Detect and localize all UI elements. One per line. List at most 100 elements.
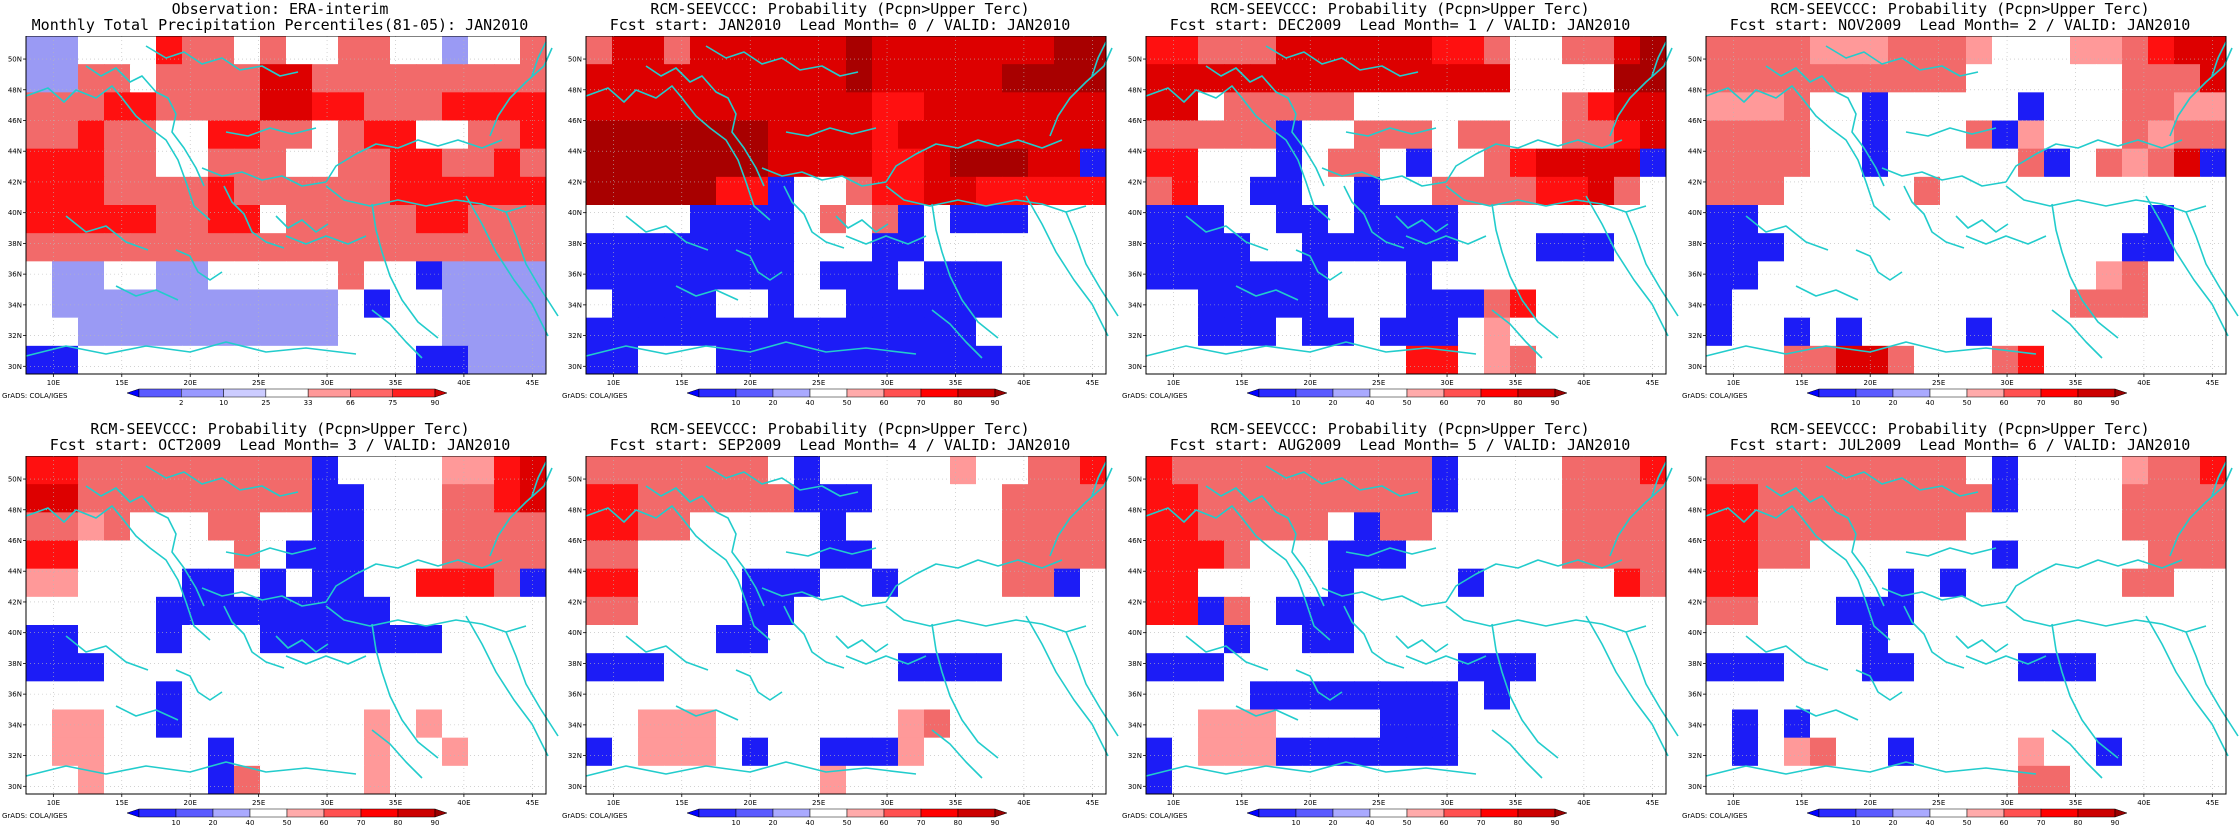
heatmap-cell: [468, 484, 495, 513]
coastline: [1705, 85, 1803, 103]
heatmap-cell: [1836, 289, 1863, 319]
heatmap-cell: [1224, 625, 1251, 654]
heatmap-cell: [260, 289, 287, 319]
y-tick-label: 50N: [1128, 56, 1142, 64]
heatmap-cell: [976, 289, 1003, 319]
coastline: [25, 761, 357, 777]
heatmap-cell: [2148, 148, 2175, 178]
colorbar-label: 40: [1926, 399, 1935, 407]
heatmap-cell: [2122, 709, 2149, 739]
heatmap-cell: [1328, 568, 1355, 598]
x-tick-label: 40E: [2137, 799, 2150, 807]
heatmap-cell: [664, 148, 691, 178]
map-panel-2: RCM-SEEVCCC: Probability (Pcpn>Upper Ter…: [560, 0, 1120, 420]
colorbar-label: 70: [357, 819, 366, 827]
heatmap-cell: [1432, 261, 1459, 290]
heatmap-cell: [768, 709, 795, 739]
heatmap-cell: [846, 625, 873, 654]
panel-subtitle: Fcst start: SEP2009 Lead Month= 4 / VALI…: [609, 436, 1071, 454]
heatmap-cell: [260, 737, 287, 767]
coastline: [145, 45, 299, 77]
x-tick-label: 15E: [675, 379, 688, 387]
y-tick-label: 36N: [1688, 271, 1702, 279]
x-tick-label: 40E: [1577, 379, 1590, 387]
heatmap-cell: [1198, 148, 1225, 178]
grads-credit: GrADS: COLA/IGES: [2, 812, 68, 820]
heatmap-cell: [690, 261, 717, 290]
heatmap-cell: [1914, 653, 1941, 682]
heatmap-cell: [130, 765, 157, 795]
y-tick-label: 36N: [8, 271, 22, 279]
heatmap-cell: [794, 625, 821, 654]
heatmap-cell: [2148, 205, 2175, 234]
heatmap-cell: [2122, 233, 2149, 262]
heatmap-cell: [520, 148, 547, 178]
heatmap-cell: [416, 625, 443, 654]
heatmap-cell: [1406, 317, 1433, 347]
heatmap-cell: [1028, 205, 1055, 234]
heatmap-cell: [260, 596, 287, 626]
heatmap-cell: [612, 625, 639, 654]
y-tick-label: 38N: [8, 660, 22, 668]
heatmap-cell: [442, 765, 469, 795]
heatmap-cell: [208, 317, 235, 347]
heatmap-cell: [104, 233, 131, 262]
heatmap-cell: [338, 456, 365, 485]
colorbar-low-arrow: [686, 808, 700, 818]
heatmap-cell: [442, 737, 469, 767]
heatmap-cell: [416, 92, 443, 121]
panel-title: RCM-SEEVCCC: Probability (Pcpn>Upper Ter…: [1210, 420, 1590, 438]
heatmap-cell: [104, 289, 131, 319]
heatmap-cell: [1198, 36, 1225, 65]
heatmap-cell: [2096, 233, 2123, 262]
heatmap-cell: [768, 540, 795, 570]
heatmap-cell: [208, 345, 235, 375]
heatmap-cell: [286, 596, 313, 626]
heatmap-cell: [898, 317, 925, 347]
heatmap-cell: [1732, 709, 1759, 739]
heatmap-cell: [664, 261, 691, 290]
heatmap-cell: [1640, 568, 1667, 598]
heatmap-cell: [494, 596, 521, 626]
heatmap-cell: [1640, 345, 1667, 375]
heatmap-cell: [364, 765, 391, 795]
y-tick-label: 30N: [1128, 363, 1142, 371]
heatmap-cell: [2122, 120, 2149, 150]
heatmap-cell: [586, 205, 613, 234]
heatmap-cell: [898, 540, 925, 570]
heatmap-cell: [2044, 345, 2071, 375]
heatmap-cell: [1510, 737, 1537, 767]
heatmap-cell: [1732, 120, 1759, 150]
heatmap-cell: [1458, 596, 1485, 626]
heatmap-cell: [390, 484, 417, 513]
heatmap-cell: [1172, 261, 1199, 290]
coastline: [1445, 605, 1647, 633]
heatmap-cell: [1810, 345, 1837, 375]
coastline: [1705, 761, 2037, 777]
colorbar-label: 10: [1852, 819, 1861, 827]
heatmap-cell: [976, 261, 1003, 290]
heatmap-cell: [898, 233, 925, 262]
heatmap-cell: [1706, 148, 1733, 178]
colorbar-label: 10: [1292, 819, 1301, 827]
heatmap-cell: [2018, 92, 2045, 121]
colorbar-low-arrow: [1246, 388, 1260, 398]
heatmap-cell: [1914, 233, 1941, 262]
heatmap-cell: [716, 205, 743, 234]
heatmap-cell: [1172, 681, 1199, 710]
x-tick-label: 35E: [949, 799, 962, 807]
heatmap-cell: [1198, 456, 1225, 485]
y-tick-label: 48N: [8, 506, 22, 514]
heatmap-cell: [664, 512, 691, 541]
heatmap-cell: [1810, 205, 1837, 234]
heatmap-cell: [1172, 289, 1199, 319]
coastline: [645, 65, 765, 187]
heatmap-cell: [182, 120, 209, 150]
heatmap-cell: [898, 64, 925, 93]
heatmap-cell: [1028, 36, 1055, 65]
heatmap-cell: [586, 540, 613, 570]
heatmap-cell: [442, 64, 469, 93]
heatmap-cell: [130, 176, 157, 206]
heatmap-cell: [794, 289, 821, 319]
x-tick-label: 25E: [1372, 799, 1385, 807]
